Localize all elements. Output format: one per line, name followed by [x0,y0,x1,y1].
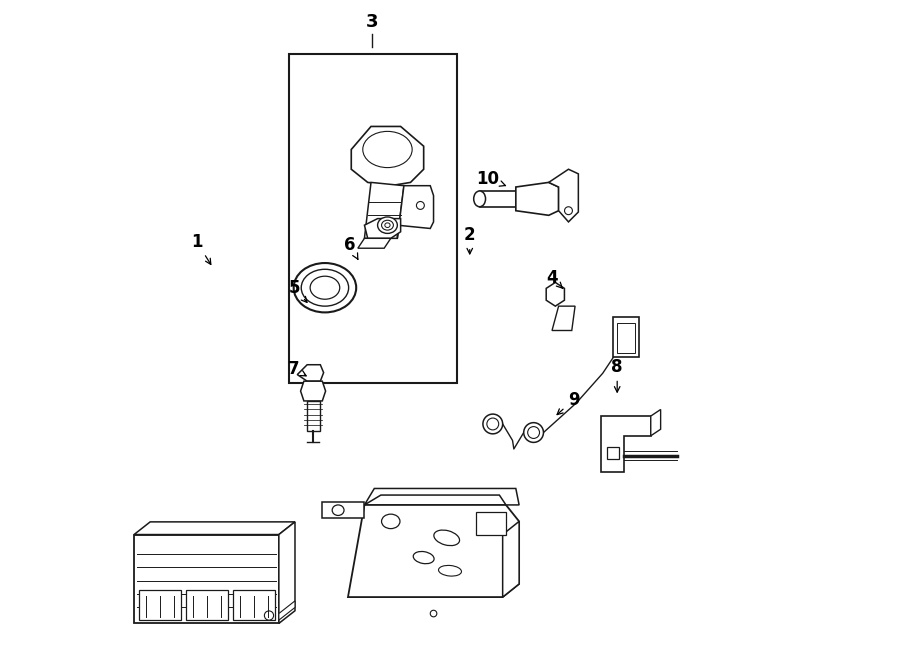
Polygon shape [552,306,575,330]
Text: 6: 6 [344,236,358,259]
Text: 5: 5 [288,279,307,302]
Ellipse shape [382,220,393,230]
Polygon shape [651,409,661,436]
Polygon shape [279,522,295,623]
Ellipse shape [413,551,434,564]
Text: 2: 2 [464,226,475,254]
Ellipse shape [483,414,503,434]
Polygon shape [307,401,320,430]
Text: 4: 4 [546,269,562,288]
Polygon shape [134,535,279,623]
Polygon shape [364,219,400,239]
Ellipse shape [434,530,460,545]
Ellipse shape [302,269,348,306]
Text: 1: 1 [191,233,211,264]
Ellipse shape [524,422,544,442]
Text: 9: 9 [557,391,580,414]
Ellipse shape [438,565,462,576]
Bar [613,317,639,357]
Ellipse shape [417,202,424,210]
Ellipse shape [332,505,344,516]
Bar [616,323,635,353]
Polygon shape [546,282,564,306]
Ellipse shape [382,514,400,529]
Ellipse shape [473,191,485,207]
Ellipse shape [430,610,436,617]
Ellipse shape [564,207,572,215]
Text: 10: 10 [477,170,506,188]
Polygon shape [358,239,391,249]
Polygon shape [476,512,506,535]
Text: 3: 3 [366,13,379,31]
Bar [186,590,228,620]
Bar [233,590,274,620]
Ellipse shape [310,276,339,299]
Polygon shape [297,365,324,381]
Bar [607,447,618,459]
Polygon shape [480,191,516,207]
Text: 7: 7 [287,360,306,377]
Polygon shape [134,522,295,535]
Ellipse shape [293,263,356,313]
Polygon shape [364,488,519,505]
Polygon shape [549,169,579,222]
Ellipse shape [487,418,499,430]
Polygon shape [516,182,559,215]
Text: 8: 8 [611,358,623,392]
Bar [289,54,456,383]
Bar [140,590,181,620]
Polygon shape [348,505,519,597]
Ellipse shape [265,611,274,620]
Polygon shape [503,522,519,597]
Ellipse shape [378,217,397,233]
Polygon shape [601,416,651,472]
Polygon shape [321,502,365,518]
Ellipse shape [363,132,412,168]
Polygon shape [279,601,295,620]
Polygon shape [364,182,404,239]
Polygon shape [301,381,326,401]
Polygon shape [397,186,434,239]
Polygon shape [351,126,424,186]
Ellipse shape [527,426,539,438]
Ellipse shape [385,223,390,227]
